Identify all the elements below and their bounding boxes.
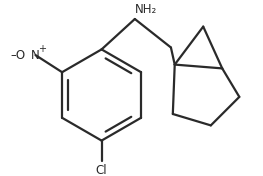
Text: –O: –O <box>11 49 26 62</box>
Text: Cl: Cl <box>96 164 107 176</box>
Text: N: N <box>31 49 40 62</box>
Text: NH₂: NH₂ <box>135 3 157 16</box>
Text: +: + <box>38 44 46 54</box>
